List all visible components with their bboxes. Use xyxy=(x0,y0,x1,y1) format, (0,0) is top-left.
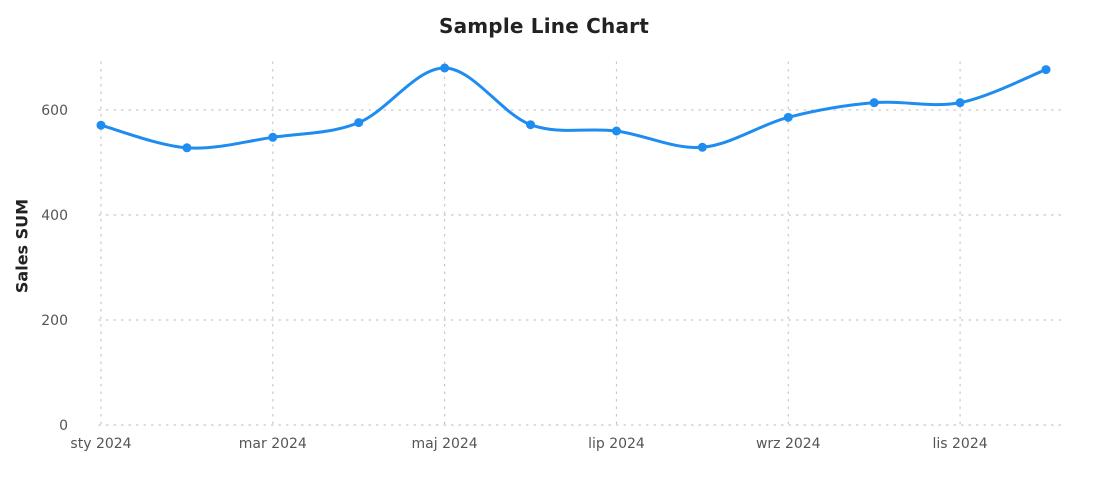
x-tick-label: maj 2024 xyxy=(412,436,478,452)
series-line xyxy=(99,66,1048,150)
x-tick-label: lip 2024 xyxy=(588,436,645,452)
data-point xyxy=(783,112,793,122)
data-point xyxy=(955,98,965,108)
y-tick-label: 400 xyxy=(41,208,68,224)
x-tick-label: mar 2024 xyxy=(239,436,307,452)
chart-title: Sample Line Chart xyxy=(438,14,650,38)
x-tick-label: wrz 2024 xyxy=(756,436,821,452)
data-point xyxy=(526,120,536,130)
y-tick-label: 600 xyxy=(41,103,68,119)
data-point xyxy=(354,118,364,128)
data-point xyxy=(869,98,879,108)
y-tick-label: 0 xyxy=(59,418,68,434)
data-point xyxy=(96,120,106,130)
data-point xyxy=(697,142,707,152)
data-point xyxy=(440,63,450,73)
x-tick-label: lis 2024 xyxy=(933,436,988,452)
data-point xyxy=(182,143,192,153)
x-tick-label: sty 2024 xyxy=(70,436,131,452)
data-point xyxy=(611,126,621,136)
data-point xyxy=(268,132,278,142)
data-point xyxy=(1041,65,1051,75)
y-tick-label: 200 xyxy=(41,313,68,329)
